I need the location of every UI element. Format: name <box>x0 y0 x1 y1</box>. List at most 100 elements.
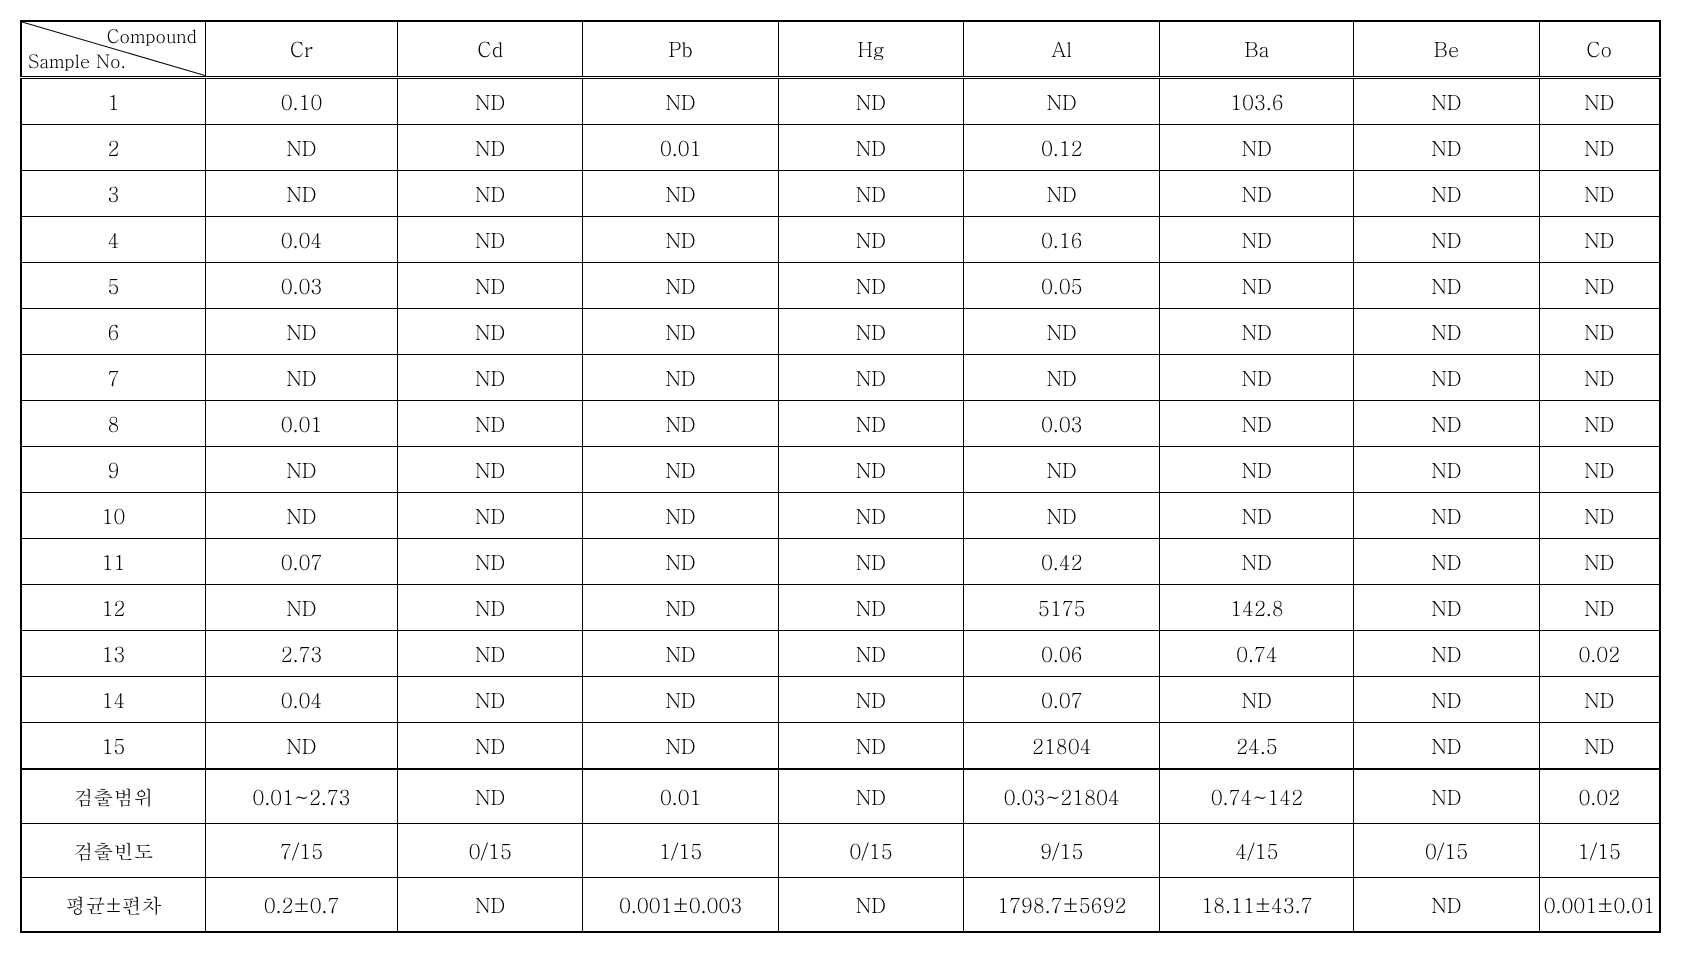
summary-value-cell: 4/15 <box>1160 823 1354 877</box>
data-cell: ND <box>583 722 779 769</box>
data-cell: 0.03 <box>964 400 1160 446</box>
data-cell: ND <box>583 354 779 400</box>
sample-number-cell: 5 <box>21 262 205 308</box>
data-cell: ND <box>1354 262 1539 308</box>
summary-value-cell: 0.03~21804 <box>964 769 1160 824</box>
diagonal-bottom-label: Sample No. <box>28 49 126 74</box>
data-cell: ND <box>398 630 583 676</box>
data-cell: ND <box>205 170 397 216</box>
data-cell: ND <box>583 492 779 538</box>
data-cell: 0.06 <box>964 630 1160 676</box>
data-cell: ND <box>1160 446 1354 492</box>
table-row: 40.04NDNDND0.16NDNDND <box>21 216 1660 262</box>
data-cell: ND <box>205 446 397 492</box>
data-cell: ND <box>778 446 963 492</box>
data-cell: ND <box>583 446 779 492</box>
data-cell: ND <box>778 538 963 584</box>
data-cell: ND <box>398 216 583 262</box>
data-cell: ND <box>583 308 779 354</box>
data-cell: ND <box>398 722 583 769</box>
table-row: 80.01NDNDND0.03NDNDND <box>21 400 1660 446</box>
data-cell: ND <box>583 262 779 308</box>
data-cell: 0.05 <box>964 262 1160 308</box>
summary-value-cell: 1/15 <box>1539 823 1660 877</box>
column-header-cd: Cd <box>398 21 583 77</box>
data-cell: ND <box>1539 400 1660 446</box>
data-cell: ND <box>778 584 963 630</box>
summary-value-cell: 18.11±43.7 <box>1160 877 1354 932</box>
data-cell: ND <box>1354 446 1539 492</box>
data-cell: ND <box>1354 170 1539 216</box>
data-cell: ND <box>1354 538 1539 584</box>
data-cell: ND <box>964 492 1160 538</box>
data-cell: ND <box>964 446 1160 492</box>
summary-value-cell: 9/15 <box>964 823 1160 877</box>
data-cell: ND <box>398 492 583 538</box>
data-cell: 0.04 <box>205 676 397 722</box>
summary-value-cell: 1798.7±5692 <box>964 877 1160 932</box>
summary-value-cell: ND <box>778 877 963 932</box>
data-cell: 0.74 <box>1160 630 1354 676</box>
data-cell: 142.8 <box>1160 584 1354 630</box>
data-cell: ND <box>1354 77 1539 124</box>
column-header-hg: Hg <box>778 21 963 77</box>
data-cell: ND <box>583 630 779 676</box>
data-cell: ND <box>1160 216 1354 262</box>
data-cell: ND <box>1354 676 1539 722</box>
data-cell: ND <box>1539 216 1660 262</box>
data-cell: ND <box>1539 538 1660 584</box>
data-cell: ND <box>778 216 963 262</box>
data-cell: 0.16 <box>964 216 1160 262</box>
data-cell: ND <box>778 308 963 354</box>
table-data-body: 10.10NDNDNDND103.6NDND2NDND0.01ND0.12NDN… <box>21 77 1660 769</box>
data-cell: 0.01 <box>205 400 397 446</box>
summary-row: 검출범위0.01~2.73ND0.01ND0.03~218040.74~142N… <box>21 769 1660 824</box>
data-cell: ND <box>1354 124 1539 170</box>
diagonal-top-label: Compound <box>107 24 197 49</box>
data-cell: ND <box>1354 492 1539 538</box>
data-cell: ND <box>205 722 397 769</box>
column-header-al: Al <box>964 21 1160 77</box>
table-row: 10NDNDNDNDNDNDNDND <box>21 492 1660 538</box>
table-header: Compound Sample No. Cr Cd Pb Hg Al Ba Be… <box>21 21 1660 77</box>
data-cell: ND <box>778 676 963 722</box>
sample-number-cell: 1 <box>21 77 205 124</box>
data-cell: ND <box>1160 308 1354 354</box>
data-cell: ND <box>1354 400 1539 446</box>
data-cell: 0.01 <box>583 124 779 170</box>
summary-value-cell: 1/15 <box>583 823 779 877</box>
data-cell: ND <box>583 77 779 124</box>
data-cell: ND <box>398 170 583 216</box>
table-row: 2NDND0.01ND0.12NDNDND <box>21 124 1660 170</box>
sample-number-cell: 13 <box>21 630 205 676</box>
data-cell: ND <box>583 676 779 722</box>
compound-sample-table: Compound Sample No. Cr Cd Pb Hg Al Ba Be… <box>20 20 1661 933</box>
data-cell: 21804 <box>964 722 1160 769</box>
data-cell: ND <box>1160 170 1354 216</box>
summary-value-cell: 0.001±0.01 <box>1539 877 1660 932</box>
data-cell: ND <box>1354 308 1539 354</box>
sample-number-cell: 6 <box>21 308 205 354</box>
data-cell: ND <box>1160 124 1354 170</box>
data-cell: ND <box>1539 584 1660 630</box>
summary-value-cell: 7/15 <box>205 823 397 877</box>
data-cell: ND <box>778 630 963 676</box>
summary-value-cell: 0.2±0.7 <box>205 877 397 932</box>
data-cell: ND <box>1539 170 1660 216</box>
data-cell: ND <box>778 722 963 769</box>
header-row: Compound Sample No. Cr Cd Pb Hg Al Ba Be… <box>21 21 1660 77</box>
data-cell: ND <box>778 492 963 538</box>
table-row: 12NDNDNDND5175142.8NDND <box>21 584 1660 630</box>
data-cell: ND <box>1354 216 1539 262</box>
data-cell: 5175 <box>964 584 1160 630</box>
data-cell: ND <box>1539 354 1660 400</box>
summary-label-cell: 평균±편차 <box>21 877 205 932</box>
data-cell: ND <box>1539 492 1660 538</box>
summary-value-cell: ND <box>1354 877 1539 932</box>
data-cell: ND <box>398 400 583 446</box>
table-row: 6NDNDNDNDNDNDNDND <box>21 308 1660 354</box>
data-cell: ND <box>205 308 397 354</box>
data-cell: ND <box>778 400 963 446</box>
data-cell: ND <box>398 308 583 354</box>
data-cell: ND <box>964 77 1160 124</box>
